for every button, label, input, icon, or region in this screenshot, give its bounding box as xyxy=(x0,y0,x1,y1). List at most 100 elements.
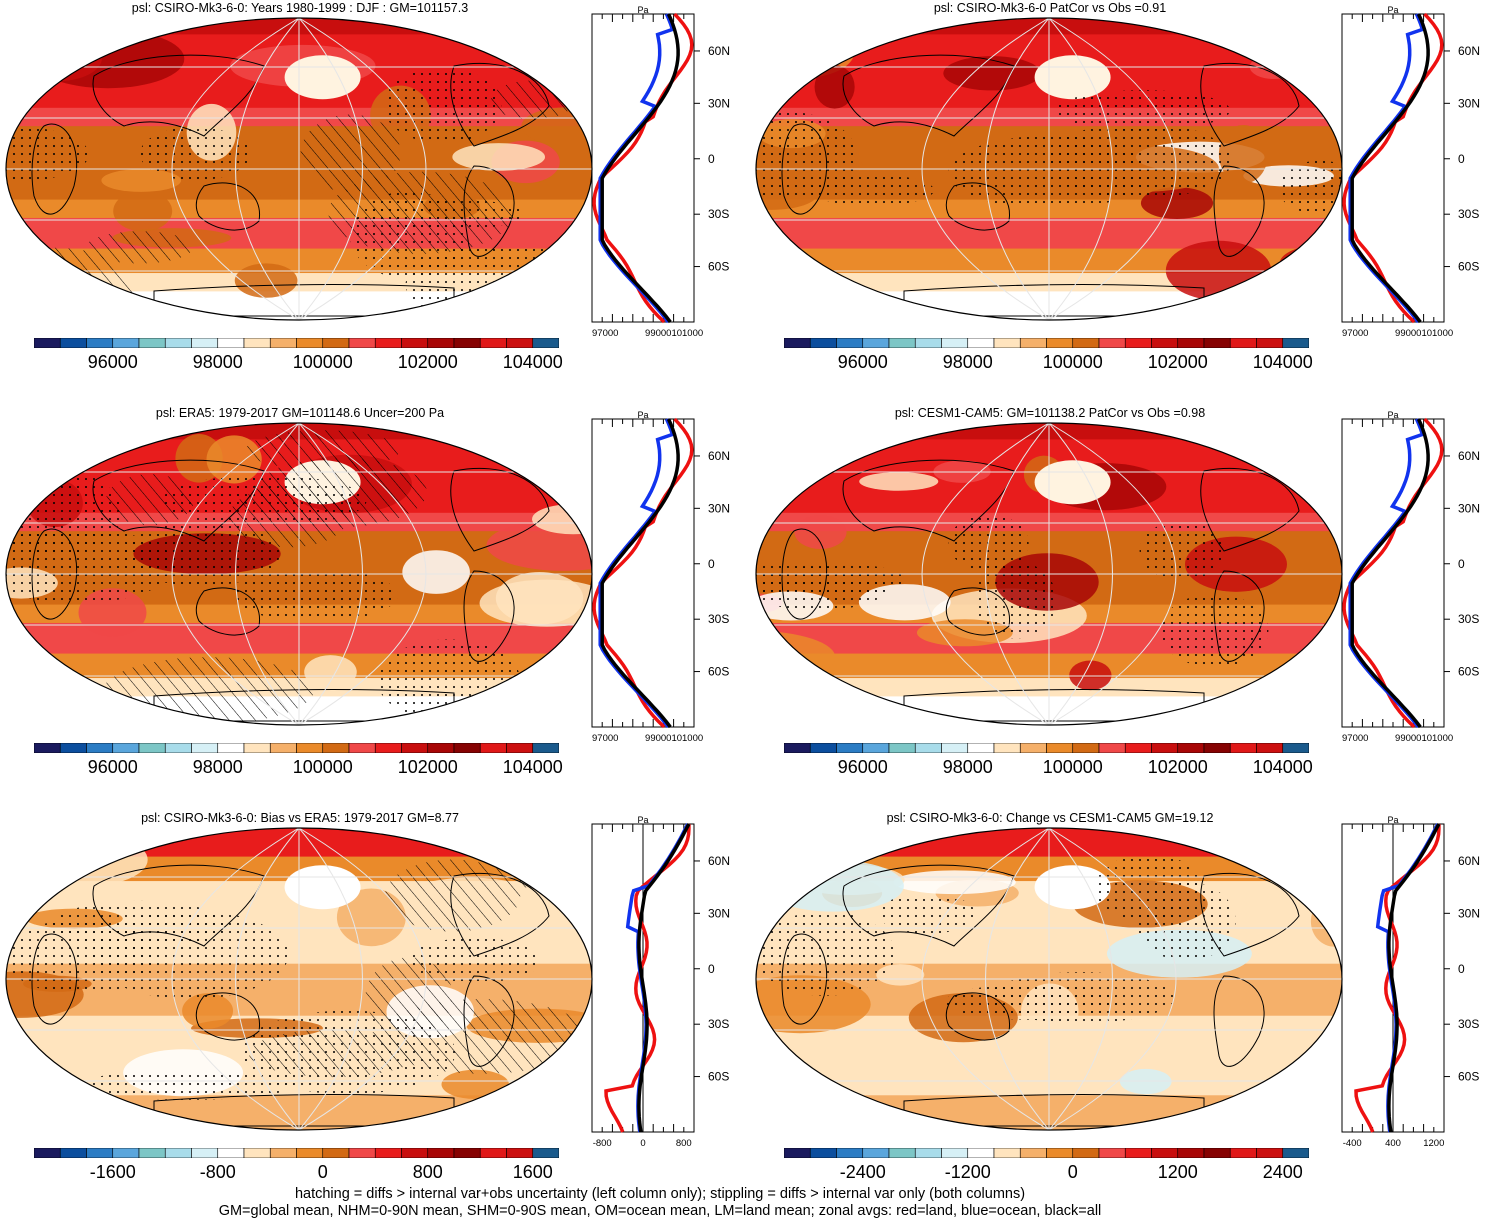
map-title: psl: ERA5: 1979-2017 GM=101148.6 Uncer=2… xyxy=(155,406,445,420)
profile-units: Pa xyxy=(637,410,648,420)
lat-label: 60S xyxy=(708,1070,729,1084)
zonal-profile: Pa 60N 30N 0 30S 60S 97000 99000101000 xyxy=(1341,5,1480,339)
all-curve xyxy=(1350,418,1430,729)
colorbar-label: 98000 xyxy=(942,352,993,372)
robinson-map xyxy=(755,422,1343,726)
profile-units: Pa xyxy=(1387,5,1398,15)
colorbar-label: 96000 xyxy=(87,352,138,372)
map-title: psl: CESM1-CAM5: GM=101138.2 PatCor vs O… xyxy=(894,406,1206,420)
colorbar-label: 104000 xyxy=(502,352,563,372)
panel-1: psl: CSIRO-Mk3-6-0: Years 1980-1999 : DJ… xyxy=(0,0,740,400)
zonal-profile: Pa 60N 30N 0 30S 60S 97000 99000101000 xyxy=(591,410,730,744)
lat-label: 30N xyxy=(708,96,730,110)
colorbar-label: 98000 xyxy=(942,757,993,777)
lat-label: 60S xyxy=(1458,1070,1479,1084)
profile-xtick: 800 xyxy=(676,1138,692,1149)
lat-label: 60N xyxy=(708,44,730,58)
robinson-map xyxy=(5,17,593,321)
lat-label: 30S xyxy=(1458,612,1479,626)
zonal-profile: Pa 60N 30N 0 30S 60S 97000 99000101000 xyxy=(591,5,730,339)
colorbar xyxy=(34,1148,559,1158)
profile-units: Pa xyxy=(637,5,648,15)
zonal-profile: Pa 60N 30N 0 30S 60S -400 400 1200 xyxy=(1341,815,1480,1149)
map-title: psl: CSIRO-Mk3-6-0: Bias vs ERA5: 1979-2… xyxy=(141,811,459,825)
colorbar xyxy=(784,743,1309,753)
footer: hatching = diffs > internal var+obs unce… xyxy=(0,1186,1320,1220)
robinson-map xyxy=(755,17,1343,321)
colorbar-label: 102000 xyxy=(1147,757,1208,777)
profile-units: Pa xyxy=(637,815,648,825)
lat-label: 30N xyxy=(1458,906,1480,920)
colorbar-label: 104000 xyxy=(1252,352,1313,372)
lat-label: 0 xyxy=(708,557,715,571)
profile-xtick: -800 xyxy=(593,1138,612,1149)
lat-label: 60S xyxy=(708,260,729,274)
profile-xtick: 99000101000 xyxy=(645,733,703,744)
colorbar-label: -2400 xyxy=(839,1162,886,1182)
colorbar-label: 100000 xyxy=(1042,352,1103,372)
colorbar-label: 104000 xyxy=(1252,757,1313,777)
lat-label: 30N xyxy=(708,906,730,920)
colorbar-label: 102000 xyxy=(1147,352,1208,372)
lat-label: 30S xyxy=(1458,1017,1479,1031)
all-curve xyxy=(600,418,680,729)
profile-xtick: 99000101000 xyxy=(1395,733,1453,744)
profile-xtick: 0 xyxy=(640,1138,645,1149)
lat-label: 30S xyxy=(1458,207,1479,221)
profile-xtick: 97000 xyxy=(592,733,618,744)
colorbar-label: 100000 xyxy=(1042,757,1103,777)
land-curve xyxy=(1354,824,1441,1133)
colorbar xyxy=(784,1148,1309,1158)
lat-label: 60N xyxy=(1458,854,1480,868)
lat-label: 0 xyxy=(1458,152,1465,166)
panel-6: psl: CSIRO-Mk3-6-0: Change vs CESM1-CAM5… xyxy=(750,810,1485,1210)
colorbar-label: 102000 xyxy=(397,757,458,777)
land-curve xyxy=(1342,417,1444,729)
colorbar-label: 98000 xyxy=(192,352,243,372)
lat-label: 60S xyxy=(1458,665,1479,679)
lat-label: 0 xyxy=(1458,557,1465,571)
land-curve xyxy=(604,824,691,1133)
profile-xtick: 400 xyxy=(1385,1138,1401,1149)
profile-xtick: 1200 xyxy=(1423,1138,1444,1149)
map-title: psl: CSIRO-Mk3-6-0 PatCor vs Obs =0.91 xyxy=(933,1,1167,15)
lat-label: 30N xyxy=(1458,96,1480,110)
map-title: psl: CSIRO-Mk3-6-0: Years 1980-1999 : DJ… xyxy=(131,1,469,15)
colorbar-label: -1200 xyxy=(944,1162,991,1182)
panel-3: psl: ERA5: 1979-2017 GM=101148.6 Uncer=2… xyxy=(0,405,740,805)
lat-label: 0 xyxy=(708,962,715,976)
lat-label: 60S xyxy=(708,665,729,679)
colorbar xyxy=(784,338,1309,348)
colorbar-label: 0 xyxy=(1067,1162,1078,1182)
land-curve xyxy=(592,417,694,729)
profile-xtick: -400 xyxy=(1343,1138,1362,1149)
profile-xtick: 97000 xyxy=(1342,733,1368,744)
robinson-map xyxy=(5,422,593,726)
lat-label: 30S xyxy=(708,1017,729,1031)
footer-line-2: GM=global mean, NHM=0-90N mean, SHM=0-90… xyxy=(218,1203,1102,1219)
colorbar-label: 0 xyxy=(317,1162,328,1182)
colorbar xyxy=(34,743,559,753)
robinson-map xyxy=(5,827,593,1131)
zonal-profile: Pa 60N 30N 0 30S 60S 97000 99000101000 xyxy=(1341,410,1480,744)
colorbar-label: 100000 xyxy=(292,757,353,777)
colorbar-label: 98000 xyxy=(192,757,243,777)
lat-label: 30N xyxy=(708,501,730,515)
profile-xtick: 97000 xyxy=(592,328,618,339)
zonal-profile: Pa 60N 30N 0 30S 60S -800 0 800 xyxy=(591,815,730,1149)
profile-xtick: 99000101000 xyxy=(1395,328,1453,339)
profile-xtick: 99000101000 xyxy=(645,328,703,339)
lat-label: 30S xyxy=(708,207,729,221)
all-curve xyxy=(600,13,680,324)
colorbar-label: 1600 xyxy=(512,1162,553,1182)
lat-label: 30S xyxy=(708,612,729,626)
colorbar-label: 104000 xyxy=(502,757,563,777)
land-curve xyxy=(1342,12,1444,324)
colorbar-label: -800 xyxy=(199,1162,236,1182)
colorbar-label: 100000 xyxy=(292,352,353,372)
footer-line-1: hatching = diffs > internal var+obs unce… xyxy=(294,1186,1026,1202)
all-curve xyxy=(1350,13,1430,324)
lat-label: 30N xyxy=(1458,501,1480,515)
panel-2: psl: CSIRO-Mk3-6-0 PatCor vs Obs =0.91 Pa… xyxy=(750,0,1485,400)
lat-label: 60N xyxy=(708,449,730,463)
